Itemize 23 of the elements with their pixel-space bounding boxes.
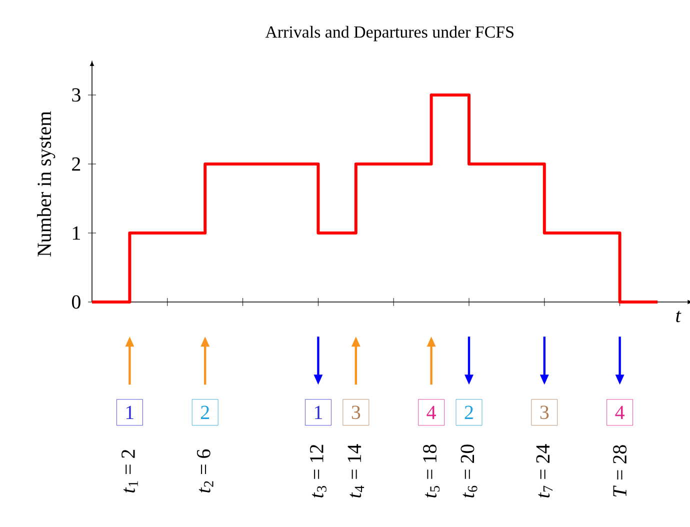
y-axis-title: Number in system <box>37 111 56 256</box>
text: t$_{3}$ = 12 <box>310 444 326 498</box>
text: 2 <box>200 406 209 419</box>
text: 2 <box>464 406 473 419</box>
text: t$_{7}$ = 24 <box>536 444 553 498</box>
text: 1 <box>314 406 322 419</box>
x-axis-title: t <box>676 310 682 322</box>
text: t$_{6}$ = 20 <box>460 444 478 498</box>
text: T = 28 <box>613 445 627 496</box>
text: t$_{1}$ = 2 <box>122 450 138 492</box>
text: 4 <box>615 406 624 419</box>
text: t$_{4}$ = 14 <box>348 444 364 498</box>
y-tick-label: 3 <box>72 88 80 102</box>
text: 1 <box>126 406 134 419</box>
text: t$_{2}$ = 6 <box>196 449 214 492</box>
text: t$_{5}$ = 18 <box>423 444 440 498</box>
y-tick-label: 2 <box>72 157 80 171</box>
text: 3 <box>352 406 360 420</box>
text: 4 <box>426 406 436 419</box>
text: 3 <box>540 406 549 420</box>
y-tick-label: 1 <box>72 226 80 240</box>
y-tick-label: 0 <box>72 295 80 309</box>
chart-title: Arrivals and Departures under FCFS <box>265 26 514 42</box>
